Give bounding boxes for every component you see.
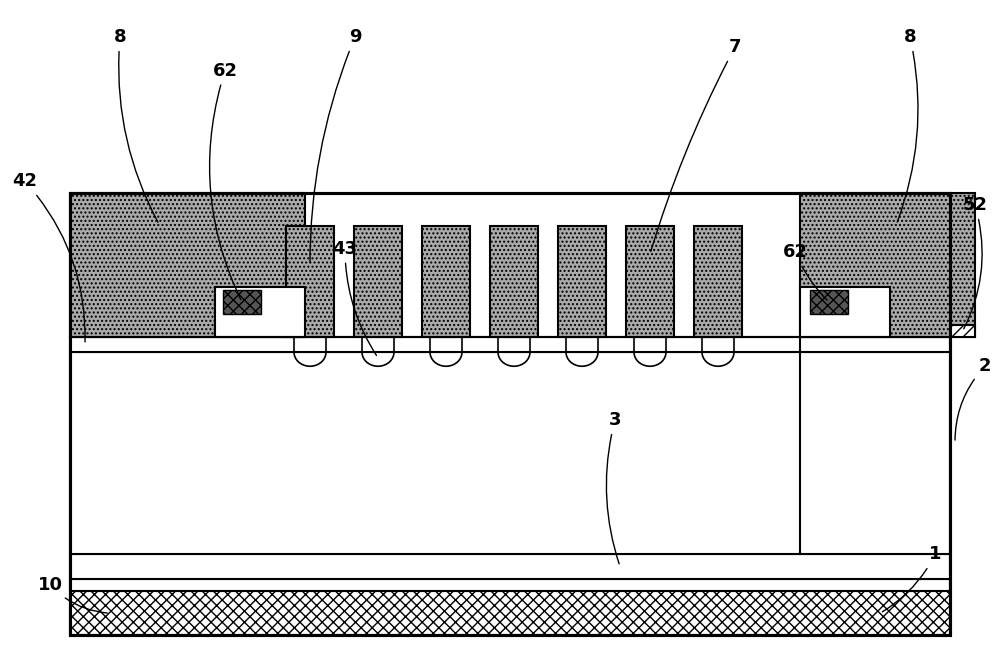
Bar xyxy=(694,226,742,337)
Bar xyxy=(626,226,674,337)
Text: 3: 3 xyxy=(606,411,621,564)
Bar xyxy=(354,226,402,337)
Text: 62: 62 xyxy=(210,62,241,300)
Bar xyxy=(70,579,950,591)
Text: 52: 52 xyxy=(962,196,988,329)
Text: 43: 43 xyxy=(332,240,376,355)
Text: 7: 7 xyxy=(651,38,741,251)
Bar xyxy=(800,193,975,337)
Text: 2: 2 xyxy=(955,358,991,440)
Text: 10: 10 xyxy=(38,576,107,613)
Bar xyxy=(215,287,305,337)
Bar xyxy=(70,352,950,554)
Bar xyxy=(800,287,890,337)
Bar xyxy=(950,325,975,337)
Bar xyxy=(490,226,538,337)
Text: 8: 8 xyxy=(114,28,158,222)
Bar xyxy=(70,193,305,337)
Bar xyxy=(223,290,261,314)
Text: 62: 62 xyxy=(782,243,827,300)
Text: 1: 1 xyxy=(882,546,941,612)
Bar xyxy=(286,226,334,337)
Text: 9: 9 xyxy=(310,28,361,263)
Bar xyxy=(810,290,848,314)
Bar xyxy=(70,193,950,635)
Text: 42: 42 xyxy=(12,173,85,342)
Text: 8: 8 xyxy=(897,28,918,222)
Bar xyxy=(70,591,950,635)
Bar xyxy=(422,226,470,337)
Bar xyxy=(70,337,950,352)
Bar xyxy=(70,554,950,579)
Bar xyxy=(558,226,606,337)
